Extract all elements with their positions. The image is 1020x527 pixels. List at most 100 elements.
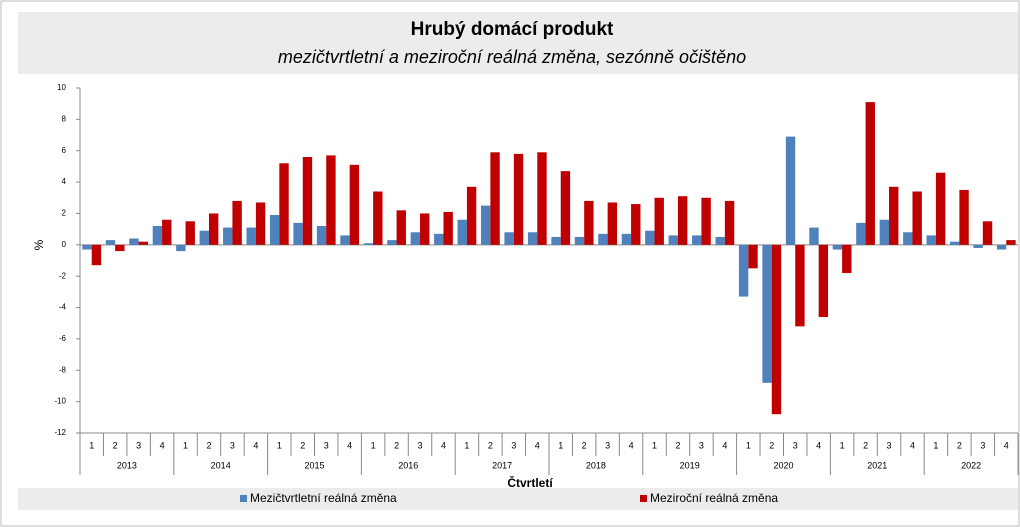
bar bbox=[551, 236, 561, 245]
x-tick-label: 1 bbox=[652, 440, 657, 450]
x-tick-label: 4 bbox=[816, 440, 821, 450]
x-tick-label: 4 bbox=[910, 440, 915, 450]
x-tick-label: 2 bbox=[300, 440, 305, 450]
bar bbox=[889, 186, 899, 245]
title-band bbox=[18, 12, 1018, 74]
bar bbox=[631, 204, 641, 245]
bar bbox=[537, 152, 547, 245]
y-axis-title: % bbox=[32, 239, 46, 250]
x-tick-label: 4 bbox=[1004, 440, 1009, 450]
bar bbox=[865, 102, 875, 245]
y-tick-label: 10 bbox=[57, 83, 66, 92]
bar bbox=[715, 236, 725, 245]
bar bbox=[654, 197, 664, 245]
x-tick-label: 4 bbox=[347, 440, 352, 450]
bar bbox=[527, 232, 538, 245]
y-tick-label: -6 bbox=[59, 334, 67, 343]
x-axis-title: Čtvrtletí bbox=[507, 475, 553, 490]
x-tick-label: 1 bbox=[371, 440, 376, 450]
bar bbox=[293, 222, 303, 245]
group-label: 2021 bbox=[867, 460, 887, 470]
bar bbox=[832, 244, 843, 250]
bar bbox=[363, 243, 374, 245]
legend-label: Mezičtvrtletní reálná změna bbox=[250, 491, 397, 505]
bar bbox=[692, 235, 702, 245]
group-label: 2016 bbox=[398, 460, 418, 470]
bar bbox=[935, 172, 946, 245]
bar bbox=[176, 244, 186, 252]
bar bbox=[185, 221, 195, 245]
bar bbox=[410, 232, 421, 245]
y-tick-label: -12 bbox=[54, 428, 66, 437]
bar bbox=[480, 205, 491, 245]
chart-title: Hrubý domácí produkt bbox=[411, 19, 614, 40]
group-label: 2015 bbox=[304, 460, 324, 470]
x-tick-label: 2 bbox=[394, 440, 399, 450]
y-tick-label: -8 bbox=[59, 365, 67, 374]
x-tick-label: 3 bbox=[980, 440, 985, 450]
x-tick-label: 1 bbox=[746, 440, 751, 450]
y-tick-label: 0 bbox=[62, 240, 67, 249]
x-tick-label: 1 bbox=[933, 440, 938, 450]
x-tick-label: 2 bbox=[206, 440, 211, 450]
x-tick-label: 1 bbox=[89, 440, 94, 450]
bar bbox=[513, 153, 524, 245]
bar bbox=[724, 200, 735, 245]
bar bbox=[152, 226, 163, 245]
x-tick-label: 3 bbox=[605, 440, 610, 450]
bar bbox=[621, 233, 632, 245]
y-tick-label: 4 bbox=[62, 177, 67, 186]
bar bbox=[504, 232, 514, 245]
group-label: 2013 bbox=[117, 460, 137, 470]
bar bbox=[466, 186, 477, 245]
bar bbox=[856, 222, 866, 245]
x-tick-label: 4 bbox=[253, 440, 258, 450]
bar bbox=[279, 163, 289, 245]
bar bbox=[443, 211, 453, 245]
bar bbox=[926, 235, 936, 245]
x-tick-label: 2 bbox=[769, 440, 774, 450]
legend-swatch bbox=[240, 495, 247, 502]
x-tick-label: 3 bbox=[136, 440, 141, 450]
bar bbox=[434, 233, 444, 245]
bar bbox=[223, 227, 233, 245]
bar bbox=[316, 226, 327, 245]
x-tick-label: 3 bbox=[793, 440, 798, 450]
bar bbox=[645, 230, 655, 245]
group-label: 2020 bbox=[773, 460, 793, 470]
bar bbox=[246, 227, 256, 245]
y-tick-label: -2 bbox=[59, 271, 67, 280]
legend-swatch bbox=[640, 495, 647, 502]
bar bbox=[959, 189, 969, 245]
bar bbox=[91, 244, 102, 266]
x-tick-label: 4 bbox=[441, 440, 446, 450]
x-tick-label: 4 bbox=[722, 440, 727, 450]
bar bbox=[584, 200, 594, 245]
bar bbox=[668, 235, 678, 245]
x-tick-label: 2 bbox=[863, 440, 868, 450]
y-tick-label: 8 bbox=[62, 114, 67, 123]
bar bbox=[138, 241, 149, 245]
x-tick-label: 3 bbox=[887, 440, 892, 450]
bar bbox=[208, 213, 219, 245]
bar bbox=[255, 202, 266, 245]
bar bbox=[879, 219, 890, 245]
y-tick-label: 2 bbox=[62, 209, 67, 218]
x-tick-label: 4 bbox=[629, 440, 634, 450]
bar bbox=[762, 244, 772, 383]
group-label: 2014 bbox=[211, 460, 231, 470]
bar bbox=[748, 244, 758, 269]
bar bbox=[677, 196, 688, 245]
bar bbox=[949, 241, 960, 245]
x-tick-label: 4 bbox=[535, 440, 540, 450]
group-label: 2022 bbox=[961, 460, 981, 470]
bar bbox=[82, 244, 92, 250]
x-tick-label: 2 bbox=[675, 440, 680, 450]
bar bbox=[973, 244, 983, 248]
bar bbox=[326, 155, 336, 245]
bar bbox=[598, 233, 608, 245]
bar bbox=[996, 244, 1007, 250]
bar bbox=[490, 152, 500, 245]
y-tick-label: -4 bbox=[59, 303, 67, 312]
